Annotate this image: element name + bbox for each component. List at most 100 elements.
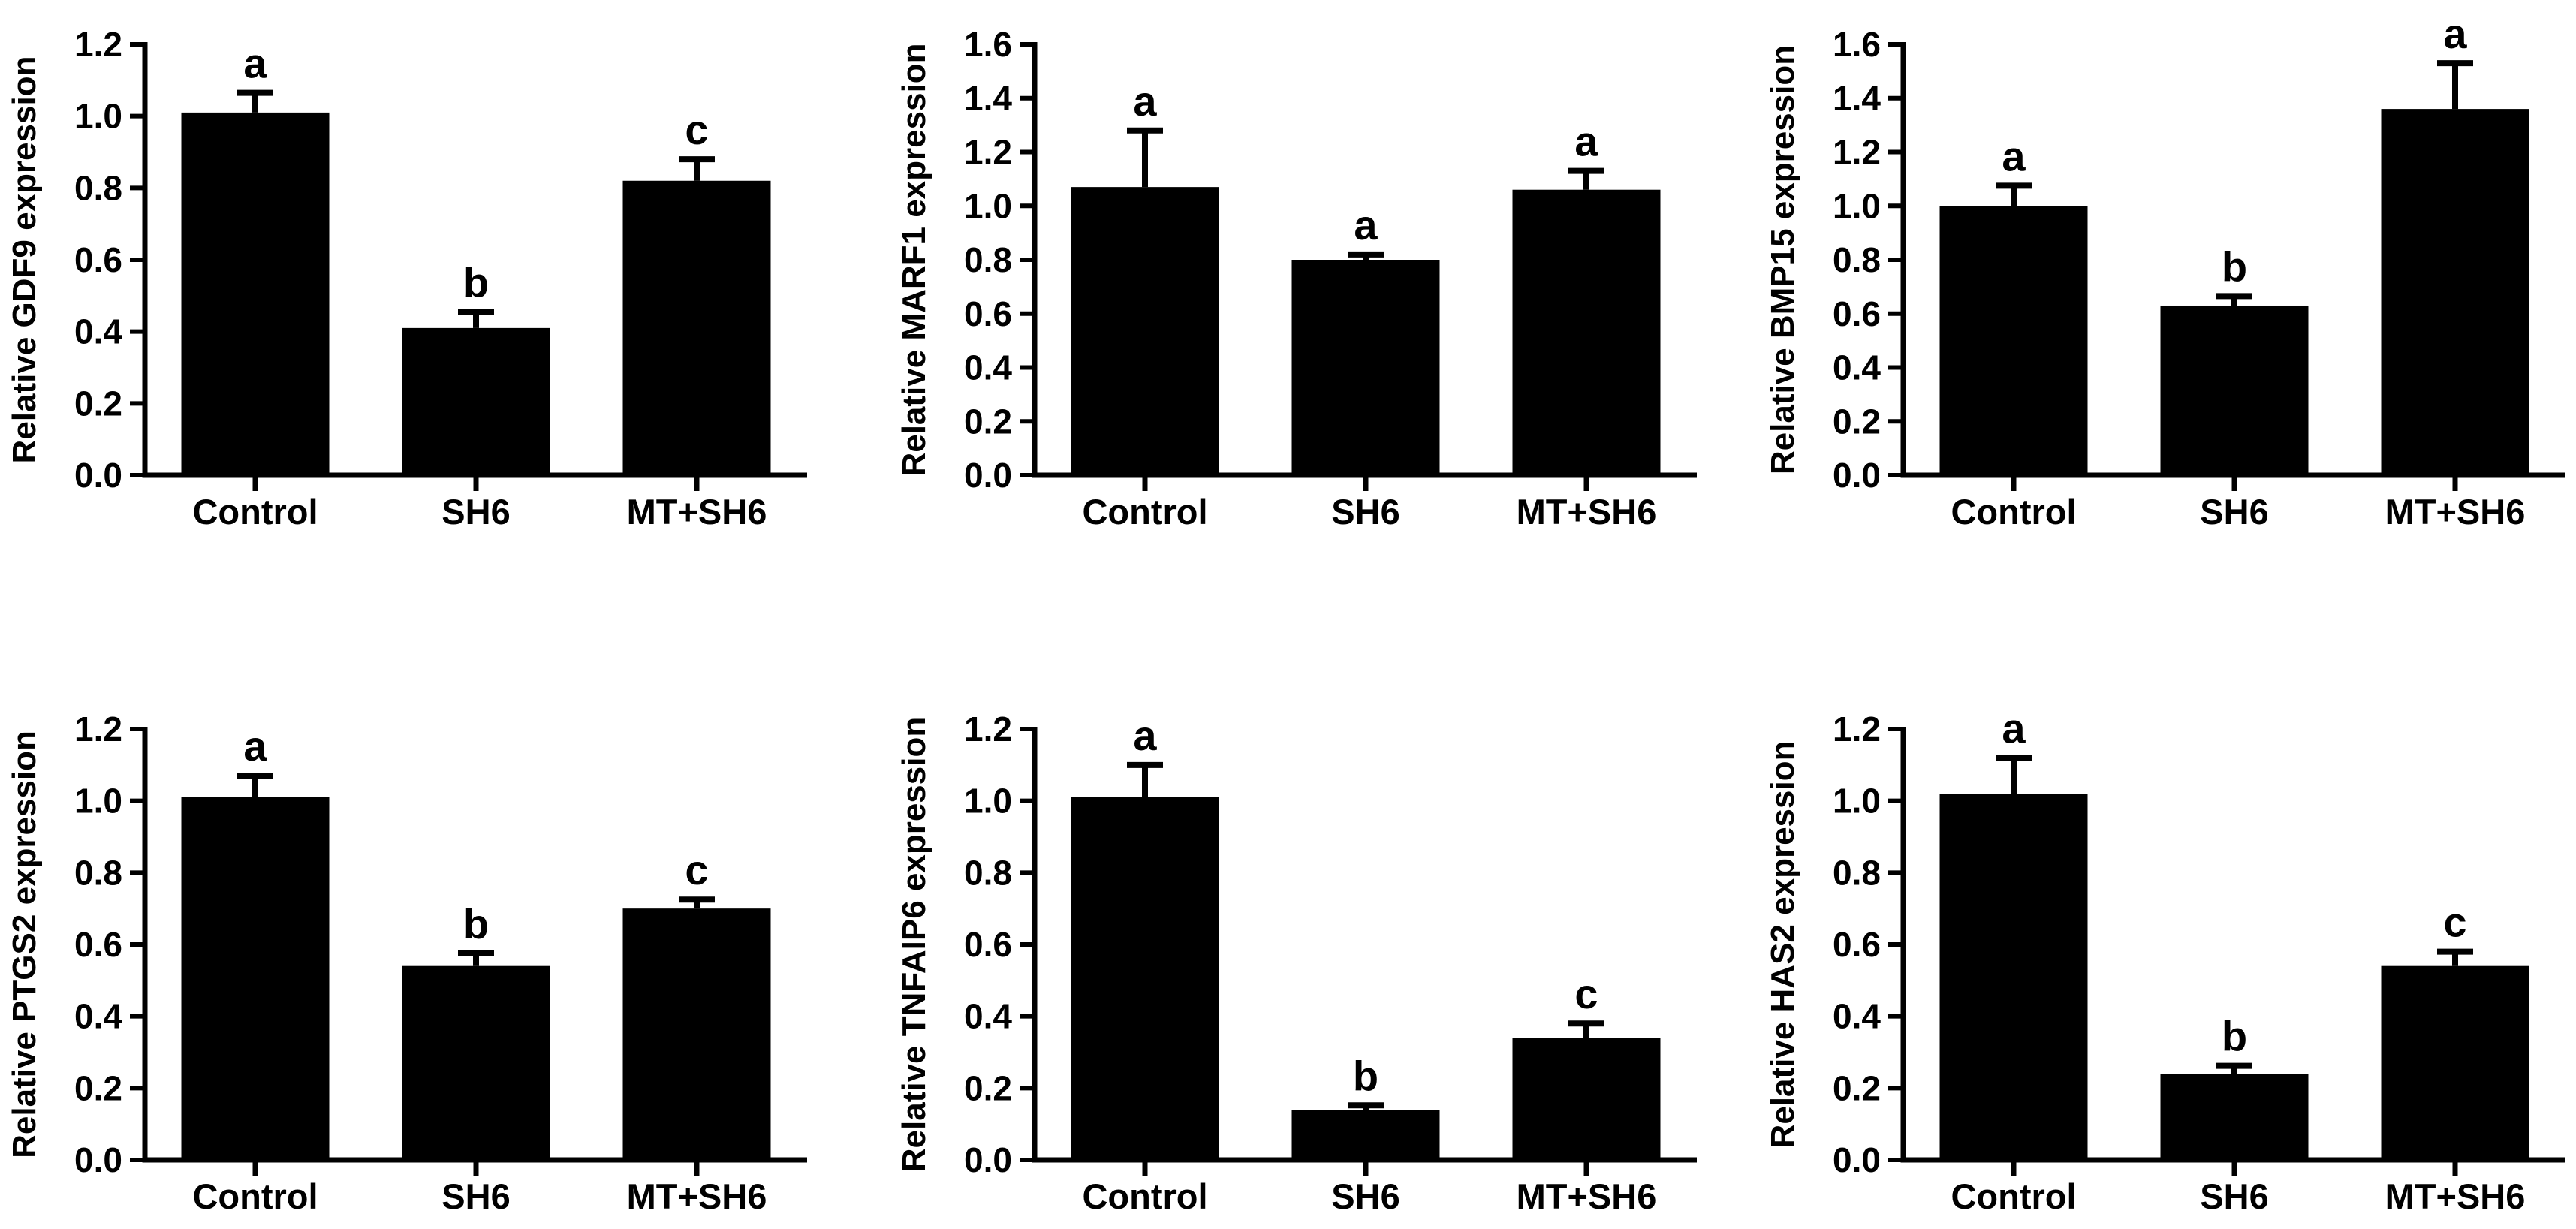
bar-control (1071, 797, 1219, 1160)
y-tick-label: 0.0 (74, 456, 122, 495)
y-axis-title: Relative TNFAIP6 expression (896, 717, 932, 1172)
y-axis-title: Relative MARF1 expression (896, 43, 932, 476)
y-tick-label: 0.2 (74, 384, 122, 423)
sig-letter: b (1353, 1052, 1378, 1099)
category-label: SH6 (441, 1176, 510, 1216)
category-label: MT+SH6 (2385, 1176, 2526, 1216)
y-tick-label: 0.8 (1833, 853, 1881, 892)
y-tick-label: 1.2 (964, 133, 1012, 172)
y-tick-label: 0.2 (964, 1068, 1012, 1107)
y-tick-label: 0.6 (1833, 294, 1881, 333)
y-tick-label: 1.2 (964, 709, 1012, 749)
bar-mt+sh6 (1512, 189, 1661, 475)
y-tick-label: 0.2 (74, 1068, 122, 1107)
y-tick-label: 0.8 (74, 168, 122, 207)
sig-letter: b (2222, 1013, 2247, 1060)
bar-mt+sh6 (2381, 109, 2529, 475)
category-label: Control (1951, 1176, 2076, 1216)
sig-letter: b (463, 258, 489, 306)
sig-letter: a (1133, 77, 1157, 125)
bar-sh6 (2160, 1074, 2309, 1160)
y-tick-label: 0.4 (74, 997, 122, 1036)
y-tick-label: 1.2 (1833, 133, 1881, 172)
y-tick-label: 1.0 (74, 782, 122, 821)
y-tick-label: 1.2 (74, 709, 122, 749)
bar-mt+sh6 (622, 180, 771, 475)
y-tick-label: 1.0 (964, 782, 1012, 821)
y-tick-label: 0.6 (74, 240, 122, 279)
y-tick-label: 1.2 (1833, 709, 1881, 749)
chart-panel-has2: 0.0 0.2 0.4 0.6 0.8 1.0 1.2 Relative HAS2 expre… (1718, 615, 2576, 1229)
bar-control (1071, 187, 1219, 475)
category-label: Control (1082, 1176, 1207, 1216)
y-tick-label: 0.0 (1833, 1140, 1881, 1179)
y-axis-title: Relative PTGS2 expression (6, 730, 43, 1158)
y-tick-label: 0.4 (964, 997, 1012, 1036)
y-tick-label: 1.0 (1833, 782, 1881, 821)
sig-letter: c (685, 106, 708, 153)
y-tick-label: 0.0 (74, 1140, 122, 1179)
category-label: Control (192, 1176, 318, 1216)
category-label: MT+SH6 (627, 492, 767, 532)
chart-svg-has2: 0.0 0.2 0.4 0.6 0.8 1.0 1.2 Relative HAS2 expre… (1764, 704, 2565, 1216)
sig-letter: c (2443, 899, 2466, 946)
chart-svg-bmp15: 0.0 0.2 0.4 0.6 0.8 1.0 1.2 1.4 1.6 Relative BMP1… (1764, 10, 2565, 532)
y-tick-label: 0.6 (964, 294, 1012, 333)
y-axis-title: Relative HAS2 expression (1764, 741, 1801, 1149)
category-label: MT+SH6 (627, 1176, 767, 1216)
bar-sh6 (2160, 305, 2309, 475)
bar-control (1939, 794, 2088, 1160)
category-label: SH6 (2200, 492, 2268, 532)
category-label: MT+SH6 (1517, 492, 1657, 532)
bar-control (181, 112, 330, 475)
category-label: MT+SH6 (1517, 1176, 1657, 1216)
category-label: Control (1082, 492, 1207, 532)
category-label: SH6 (2200, 1176, 2268, 1216)
bar-mt+sh6 (622, 908, 771, 1160)
sig-letter: a (2443, 10, 2467, 57)
chart-panel-bmp15: 0.0 0.2 0.4 0.6 0.8 1.0 1.2 1.4 1.6 Relative BMP1… (1718, 0, 2576, 614)
y-tick-label: 1.0 (1833, 186, 1881, 225)
y-tick-label: 0.6 (1833, 925, 1881, 964)
y-tick-label: 0.2 (1833, 1068, 1881, 1107)
bar-mt+sh6 (2381, 965, 2529, 1160)
bar-mt+sh6 (1512, 1038, 1661, 1160)
y-tick-label: 1.2 (74, 25, 122, 64)
category-label: Control (1951, 492, 2076, 532)
y-tick-label: 1.6 (1833, 25, 1881, 64)
category-label: SH6 (1331, 1176, 1399, 1216)
y-tick-label: 0.4 (1833, 348, 1881, 387)
bar-sh6 (402, 965, 550, 1160)
chart-svg-gdf9: 0.0 0.2 0.4 0.6 0.8 1.0 1.2 Relative GDF9 expre… (6, 25, 807, 532)
y-tick-label: 0.8 (964, 240, 1012, 279)
y-tick-label: 0.8 (964, 853, 1012, 892)
sig-letter: a (243, 40, 267, 87)
sig-letter: c (1574, 970, 1598, 1017)
bar-sh6 (1291, 260, 1440, 475)
sig-letter: b (2222, 242, 2247, 290)
y-tick-label: 0.6 (74, 925, 122, 964)
bar-sh6 (402, 327, 550, 475)
sig-letter: a (1574, 118, 1598, 165)
chart-panel-gdf9: 0.0 0.2 0.4 0.6 0.8 1.0 1.2 Relative GDF9 expre… (0, 0, 858, 614)
y-tick-label: 0.4 (1833, 997, 1881, 1036)
y-tick-label: 1.0 (964, 186, 1012, 225)
category-label: SH6 (441, 492, 510, 532)
y-tick-label: 1.4 (1833, 79, 1881, 118)
chart-panel-ptgs2: 0.0 0.2 0.4 0.6 0.8 1.0 1.2 Relative PTGS2 expr… (0, 615, 858, 1229)
category-label: SH6 (1331, 492, 1399, 532)
y-tick-label: 0.2 (1833, 402, 1881, 441)
sig-letter: a (2002, 704, 2026, 752)
y-tick-label: 0.6 (964, 925, 1012, 964)
y-tick-label: 0.0 (964, 456, 1012, 495)
y-axis-title: Relative GDF9 expression (6, 56, 43, 464)
sig-letter: a (1354, 201, 1378, 249)
bar-control (1939, 206, 2088, 475)
bar-sh6 (1291, 1110, 1440, 1160)
bar-control (181, 797, 330, 1160)
sig-letter: a (2002, 132, 2026, 179)
chart-panel-marf1: 0.0 0.2 0.4 0.6 0.8 1.0 1.2 1.4 1.6 Relative MARF… (859, 0, 1717, 614)
category-label: MT+SH6 (2385, 492, 2526, 532)
y-tick-label: 0.2 (964, 402, 1012, 441)
